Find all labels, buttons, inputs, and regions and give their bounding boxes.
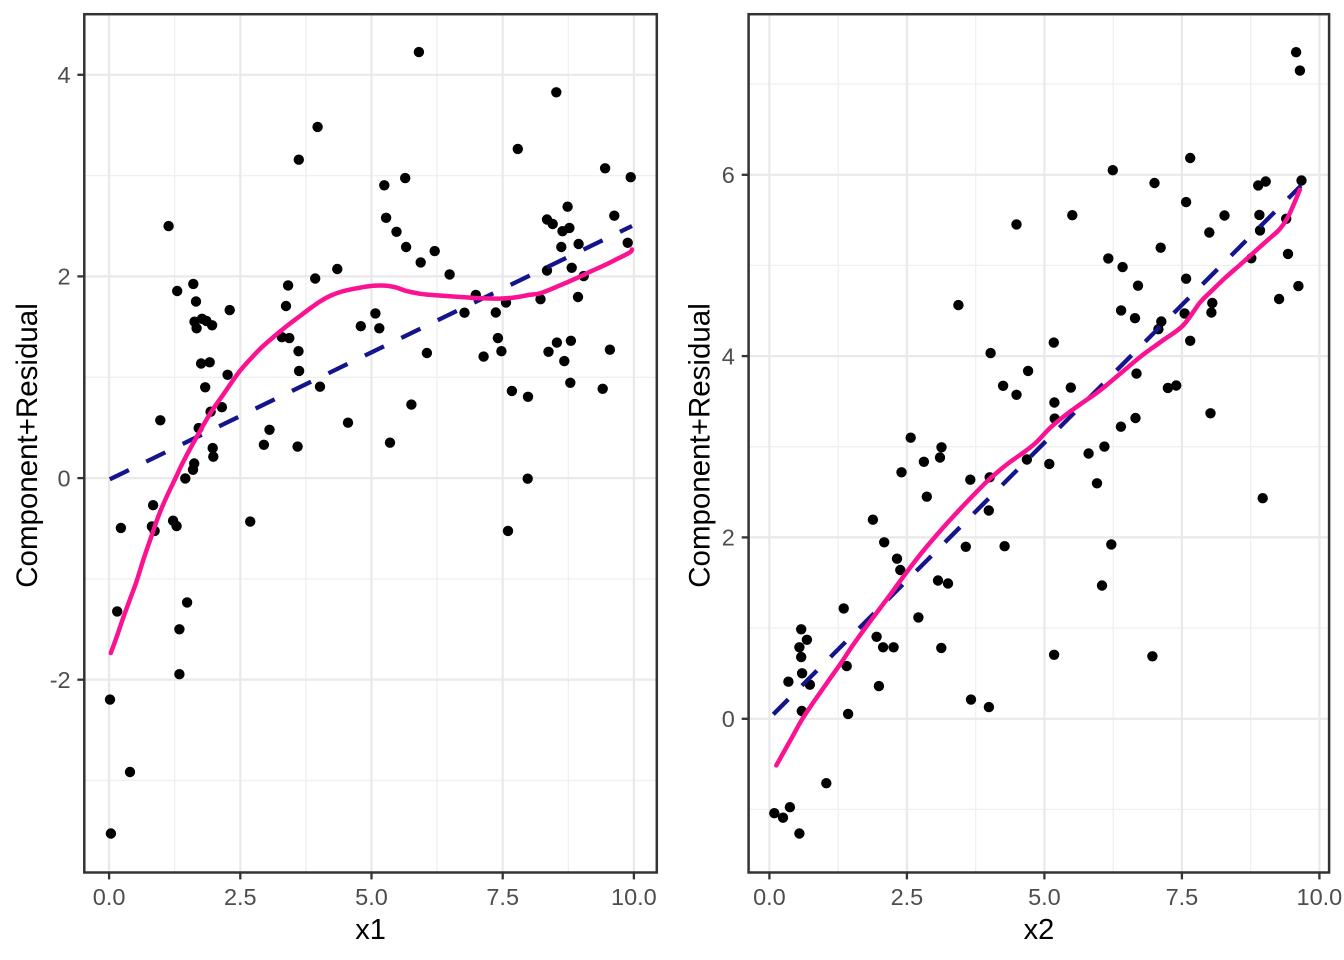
svg-text:x1: x1 xyxy=(355,914,386,946)
svg-text:7.5: 7.5 xyxy=(1166,884,1199,910)
svg-text:10.0: 10.0 xyxy=(1297,884,1343,910)
svg-text:Component+Residual: Component+Residual xyxy=(11,303,44,588)
svg-text:10.0: 10.0 xyxy=(611,884,657,910)
svg-text:4: 4 xyxy=(722,343,735,369)
svg-text:0.0: 0.0 xyxy=(753,884,786,910)
svg-text:Component+Residual: Component+Residual xyxy=(684,303,717,588)
svg-text:5.0: 5.0 xyxy=(355,884,388,910)
svg-text:4: 4 xyxy=(58,62,71,88)
svg-text:2: 2 xyxy=(58,264,71,290)
svg-text:0: 0 xyxy=(722,706,735,732)
svg-text:6: 6 xyxy=(722,162,735,188)
svg-text:2: 2 xyxy=(722,525,735,551)
svg-text:x2: x2 xyxy=(1024,914,1055,946)
svg-text:2.5: 2.5 xyxy=(224,884,257,910)
svg-text:7.5: 7.5 xyxy=(486,884,519,910)
svg-text:2.5: 2.5 xyxy=(891,884,924,910)
svg-text:-2: -2 xyxy=(50,667,71,693)
svg-text:0.0: 0.0 xyxy=(93,884,126,910)
svg-text:0: 0 xyxy=(58,465,71,491)
svg-text:5.0: 5.0 xyxy=(1028,884,1061,910)
